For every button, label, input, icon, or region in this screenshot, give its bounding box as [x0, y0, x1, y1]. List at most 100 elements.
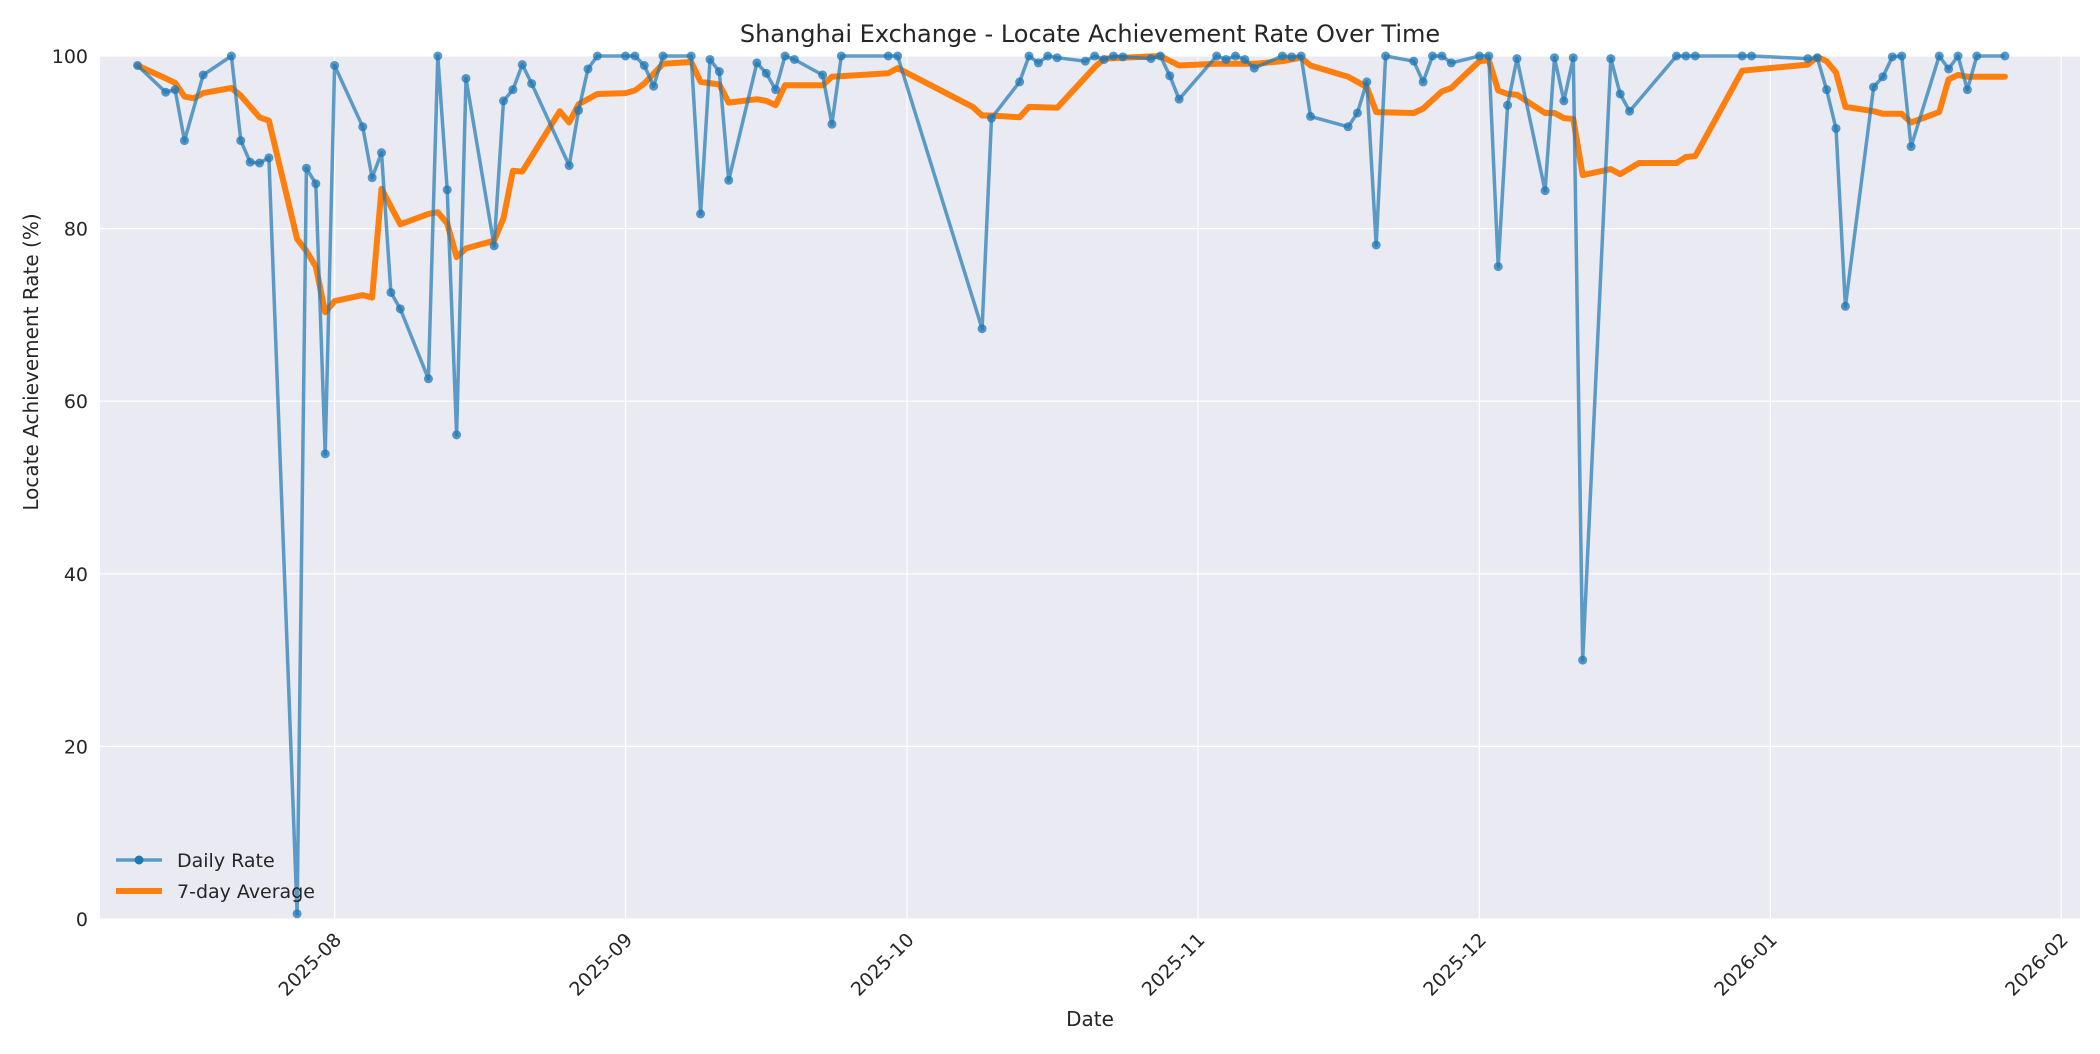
data-point-marker — [592, 51, 602, 61]
series-7day-average — [134, 53, 2008, 316]
data-point-marker — [170, 85, 180, 95]
legend-label-daily-rate: Daily Rate — [177, 850, 275, 872]
data-point-marker — [1840, 301, 1850, 311]
data-point-marker — [395, 304, 405, 314]
data-point-marker — [1343, 122, 1353, 132]
data-point-marker — [1512, 54, 1522, 64]
data-point-marker — [1625, 106, 1635, 116]
data-point-marker — [161, 87, 171, 97]
data-point-marker — [1249, 63, 1259, 73]
data-point-marker — [658, 51, 668, 61]
data-point-marker — [489, 241, 499, 251]
data-point-marker — [1906, 142, 1916, 152]
data-point-marker — [583, 64, 593, 74]
data-point-marker — [1550, 53, 1560, 63]
data-point-marker — [1484, 51, 1494, 61]
data-point-marker — [1831, 123, 1841, 133]
data-point-marker — [292, 909, 302, 919]
data-point-marker — [2000, 51, 2010, 61]
data-point-marker — [649, 81, 659, 91]
data-point-marker — [1362, 77, 1372, 87]
data-point-marker — [1737, 51, 1747, 61]
data-point-marker — [883, 51, 893, 61]
data-point-marker — [517, 60, 527, 70]
y-tick-label: 40 — [64, 564, 88, 586]
data-point-marker — [1352, 108, 1362, 118]
data-point-marker — [236, 136, 246, 146]
y-tick-label: 100 — [52, 46, 88, 68]
data-point-marker — [1822, 85, 1832, 95]
data-point-marker — [1174, 94, 1184, 104]
data-point-marker — [377, 148, 387, 158]
data-point-marker — [1099, 54, 1109, 64]
x-tick-label: 2025-11 — [1138, 929, 1210, 1001]
data-point-marker — [461, 73, 471, 83]
data-point-marker — [686, 51, 696, 61]
data-point-marker — [1080, 56, 1090, 66]
data-point-marker — [1165, 71, 1175, 81]
legend-item-daily-rate[interactable]: Daily Rate — [116, 850, 275, 872]
data-point-marker — [1540, 186, 1550, 196]
data-point-marker — [1155, 51, 1165, 61]
data-point-marker — [358, 122, 368, 132]
data-point-marker — [1897, 51, 1907, 61]
data-point-marker — [527, 79, 537, 89]
data-point-marker — [761, 68, 771, 78]
data-point-marker — [818, 70, 828, 80]
data-point-marker — [320, 449, 330, 459]
data-point-marker — [1024, 51, 1034, 61]
data-point-marker — [789, 54, 799, 64]
data-point-marker — [564, 161, 574, 171]
data-point-marker — [1437, 51, 1447, 61]
data-point-marker — [1221, 54, 1231, 64]
data-point-marker — [1887, 52, 1897, 62]
data-point-marker — [780, 51, 790, 61]
x-tick-label: 2025-09 — [565, 929, 637, 1001]
data-point-marker — [1615, 89, 1625, 99]
x-axis-ticks: 2025-08 2025-09 2025-10 2025-11 2025-12 2026-… — [274, 929, 2072, 1001]
data-point-marker — [255, 158, 265, 168]
series-daily-rate — [133, 51, 2010, 919]
data-point-marker — [330, 60, 340, 70]
data-point-marker — [1972, 51, 1982, 61]
data-point-marker — [1878, 72, 1888, 82]
data-point-marker — [1371, 240, 1381, 250]
data-point-marker — [1287, 52, 1297, 62]
y-tick-label: 60 — [64, 391, 88, 413]
data-point-marker — [226, 51, 236, 61]
x-tick-label: 2026-01 — [1710, 929, 1782, 1001]
data-point-marker — [1240, 54, 1250, 64]
data-point-marker — [1578, 655, 1588, 665]
data-point-marker — [1230, 51, 1240, 61]
data-point-marker — [1052, 53, 1062, 63]
data-point-marker — [1962, 85, 1972, 95]
data-point-marker — [1118, 52, 1128, 62]
data-point-marker — [433, 51, 443, 61]
x-tick-label: 2026-02 — [2001, 929, 2073, 1001]
legend: Daily Rate 7-day Average — [116, 850, 315, 903]
data-point-marker — [1033, 58, 1043, 68]
data-point-marker — [1568, 53, 1578, 63]
x-tick-label: 2025-12 — [1419, 929, 1491, 1001]
data-point-marker — [1090, 51, 1100, 61]
data-point-marker — [1503, 100, 1513, 110]
x-tick-label: 2025-10 — [847, 929, 919, 1001]
legend-item-7day-average[interactable]: 7-day Average — [116, 881, 315, 903]
data-point-marker — [1681, 51, 1691, 61]
data-point-marker — [179, 136, 189, 146]
data-point-marker — [442, 185, 452, 195]
data-point-marker — [1015, 77, 1025, 87]
plot-area — [100, 56, 2080, 919]
data-point-marker — [301, 163, 311, 173]
data-point-marker — [1446, 58, 1456, 68]
data-point-marker — [696, 209, 706, 219]
data-point-marker — [836, 51, 846, 61]
data-point-marker — [986, 113, 996, 123]
data-point-marker — [423, 374, 433, 384]
x-axis-label: Date — [1066, 1007, 1114, 1031]
data-point-marker — [1606, 54, 1616, 64]
data-point-marker — [452, 430, 462, 440]
data-point-marker — [893, 51, 903, 61]
data-point-marker — [630, 51, 640, 61]
data-point-marker — [1690, 51, 1700, 61]
